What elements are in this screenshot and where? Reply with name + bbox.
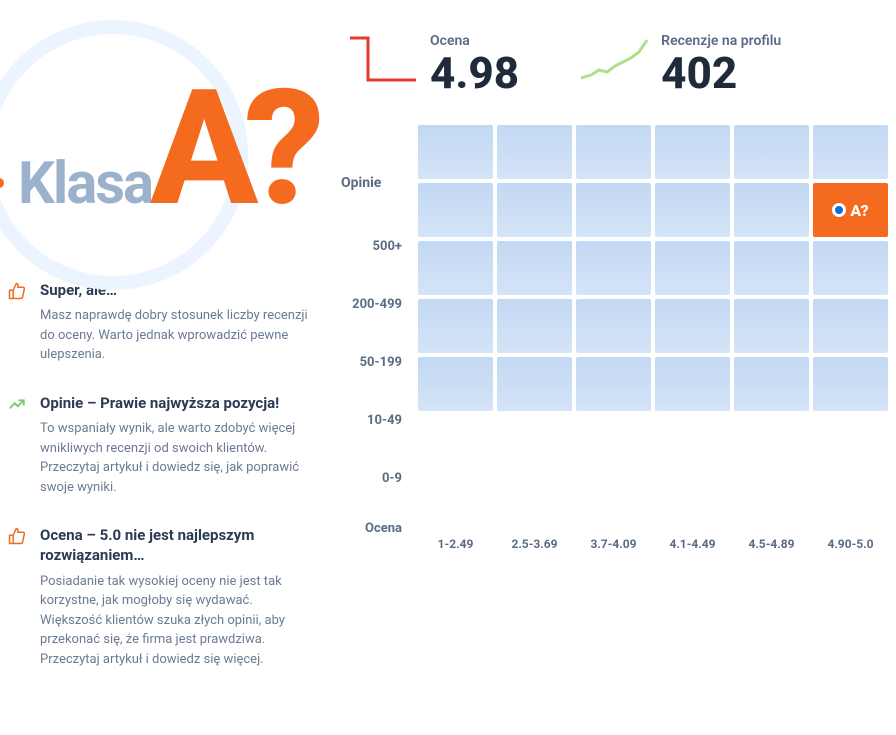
heatmap-row [418,241,888,295]
spark-reviews-icon [579,30,649,85]
tip-item: Ocena – 5.0 nie jest najlepszym rozwiąza… [8,525,310,669]
heatmap-row [418,357,888,411]
metric-rating-value: 4.98 [430,51,519,95]
heatmap-cell [576,357,651,411]
heatmap-cell [813,357,888,411]
heatmap-x-label: 3.7-4.09 [576,537,651,551]
heatmap-row: A? [418,183,888,237]
tip-item: Opinie – Prawie najwyższa pozycja! To wsp… [8,393,310,497]
heatmap-y-label: 200-499 [338,275,408,333]
heatmap-cell [497,357,572,411]
heatmap-cell [734,241,809,295]
hero-grade: A? [150,70,317,230]
heatmap-cell [576,299,651,353]
heatmap-x-label: 1-2.49 [418,537,493,551]
metric-rating: Ocena 4.98 [348,30,519,95]
metric-reviews: Recenzje na profilu 402 [579,30,781,95]
tip-item: Super, ale…Masz naprawdę dobry stosunek … [8,280,310,365]
heatmap-cell [576,183,651,237]
heatmap-chart: Opinie 500+200-49950-19910-490-9 A? [338,125,888,507]
tips-list: Super, ale…Masz naprawdę dobry stosunek … [8,280,318,669]
tip-text: Masz naprawdę dobry stosunek liczby rece… [40,306,310,365]
hero-label: Klasa [18,150,152,218]
hero-block: Klasa A? [8,20,318,280]
trend-up-icon [8,395,26,497]
heatmap-cell [497,241,572,295]
spark-rating-icon [348,30,418,85]
heatmap-cell [497,183,572,237]
heatmap-x-label: 4.90-5.0 [813,537,888,551]
tip-title: Ocena – 5.0 nie jest najlepszym rozwiąza… [40,525,310,566]
thumbs-up-icon [8,527,26,669]
metric-reviews-value: 402 [661,51,781,95]
heatmap-cell [418,357,493,411]
heatmap-cell [655,299,730,353]
heatmap-cell [734,299,809,353]
heatmap-cell [655,357,730,411]
heatmap-cell [497,299,572,353]
heatmap-cell [813,241,888,295]
heatmap-cell [655,183,730,237]
heatmap-cell-highlight: A? [813,183,888,237]
tip-text: Posiadanie tak wysokiej oceny nie jest t… [40,572,310,670]
heatmap-cell [734,183,809,237]
highlight-marker-icon [832,203,846,217]
heatmap-cell [576,125,651,179]
metrics-row: Ocena 4.98 Recenzje na profilu 402 [338,20,888,95]
heatmap-cell [734,357,809,411]
heatmap-y-label: 10-49 [338,391,408,449]
highlight-label: A? [850,201,868,220]
heatmap-cell [418,183,493,237]
heatmap-y-label: 0-9 [338,449,408,507]
heatmap-cell [655,125,730,179]
tip-text: To wspaniały wynik, ale warto zdobyć wię… [40,419,310,497]
heatmap-cell [418,299,493,353]
heatmap-cell [418,241,493,295]
heatmap-x-label: 2.5-3.69 [497,537,572,551]
heatmap-row [418,125,888,179]
heatmap-cell [655,241,730,295]
heatmap-cell [576,241,651,295]
heatmap-cell [734,125,809,179]
heatmap-y-label: 50-199 [338,333,408,391]
heatmap-cell [497,125,572,179]
thumbs-up-icon [8,282,26,365]
heatmap-y-title: Opinie [338,175,408,191]
heatmap-y-label: 500+ [338,217,408,275]
heatmap-x-label: 4.1-4.49 [655,537,730,551]
heatmap-cell [813,299,888,353]
heatmap-row [418,299,888,353]
heatmap-x-label: 4.5-4.89 [734,537,809,551]
heatmap-x-title: Ocena [338,521,408,551]
heatmap-cell [418,125,493,179]
tip-title: Opinie – Prawie najwyższa pozycja! [40,393,310,413]
heatmap-cell [813,125,888,179]
